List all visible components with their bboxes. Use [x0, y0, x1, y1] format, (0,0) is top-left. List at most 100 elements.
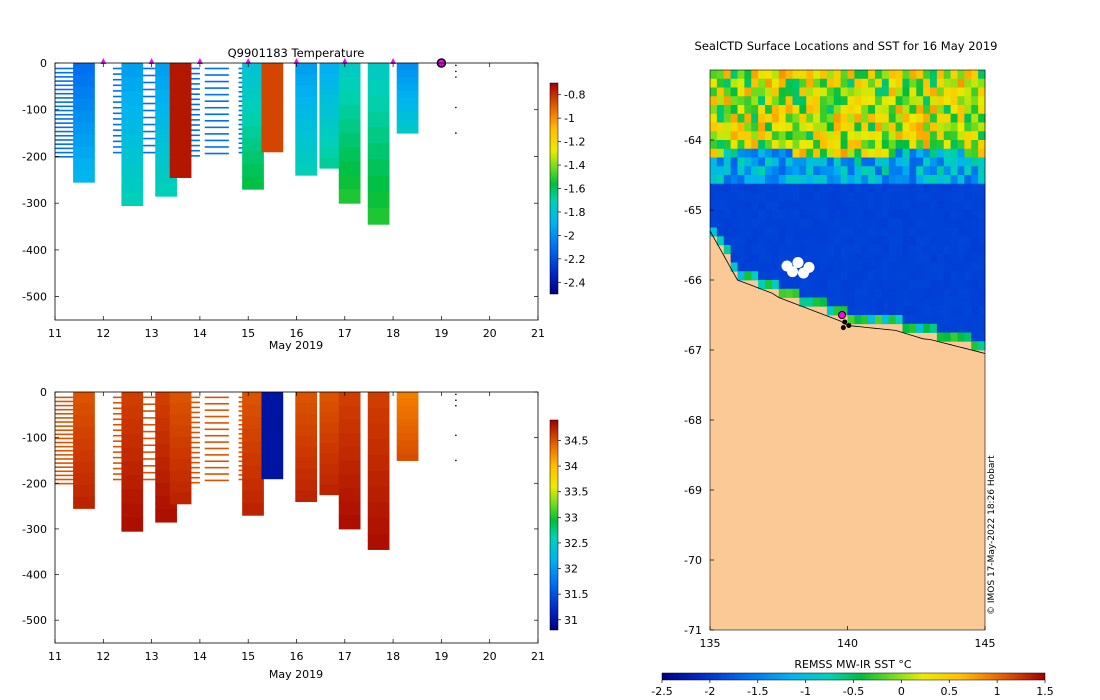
sst-cell — [916, 201, 924, 211]
sst-cell — [820, 210, 828, 220]
sst-cell — [716, 236, 725, 246]
streak-cell — [55, 88, 84, 91]
sst-cell — [840, 297, 848, 307]
sst-cell — [723, 78, 732, 88]
streak-cell — [141, 478, 157, 481]
sst-cell — [916, 175, 924, 185]
cloud-mask — [787, 266, 798, 278]
sst-cell — [785, 175, 793, 185]
sst-cell — [957, 262, 965, 272]
streak-cell — [55, 126, 84, 129]
sst-cell — [730, 245, 738, 255]
sst-cell — [936, 288, 945, 298]
streak-cell — [55, 462, 84, 464]
streak-cell — [55, 421, 84, 423]
streak-cell — [185, 431, 200, 434]
sst-cell — [971, 236, 979, 246]
sst-cell — [868, 113, 876, 123]
sst-cell — [930, 262, 938, 272]
sst-cell — [716, 87, 725, 97]
sst-cell — [723, 245, 732, 255]
sst-cell — [751, 166, 759, 176]
sst-cell — [936, 131, 945, 141]
sst-cell — [847, 227, 855, 237]
streak-cell — [185, 401, 200, 404]
sst-cell — [716, 157, 725, 167]
sst-cell — [723, 218, 732, 228]
sst-cell — [833, 262, 842, 272]
sst-cell — [785, 122, 793, 132]
sst-cell — [730, 183, 738, 193]
sst-cell — [861, 218, 869, 228]
sst-cell — [943, 78, 952, 88]
sst-cell — [840, 288, 848, 298]
sst-cell — [826, 192, 835, 202]
sst-cell — [840, 122, 848, 132]
profile-cell — [169, 143, 192, 156]
sst-cell — [833, 96, 842, 106]
sst-cell — [771, 262, 780, 272]
sst-cell — [751, 148, 759, 158]
sst-cell — [751, 105, 759, 115]
sst-cell — [875, 297, 883, 307]
sst-cell — [723, 87, 732, 97]
sst-cell — [971, 192, 979, 202]
sst-cell — [861, 113, 869, 123]
sst-cell — [806, 175, 814, 185]
sst-cell — [881, 87, 890, 97]
sst-cell — [716, 70, 725, 80]
sst-cell — [737, 210, 745, 220]
sst-cell — [758, 131, 766, 141]
sst-cell — [785, 288, 793, 298]
sst-cell — [785, 148, 793, 158]
salinity-axes: 11 12 13 14 15 16 17 18 19 20 210-100-200-300-400-… — [22, 386, 545, 663]
sst-cell — [875, 262, 883, 272]
sst-cell — [737, 140, 745, 150]
sst-cell — [799, 87, 807, 97]
sst-cell — [895, 78, 903, 88]
sst-cell — [923, 183, 931, 193]
sst-cell — [744, 236, 752, 246]
sst-cell — [930, 122, 938, 132]
profile-cell — [121, 91, 144, 107]
profile-cell — [121, 77, 144, 93]
sst-cell — [716, 218, 725, 228]
streak-cell — [185, 441, 200, 444]
sst-cell — [765, 262, 773, 272]
profile-cell — [367, 470, 390, 487]
sst-cell — [881, 192, 890, 202]
sst-cell — [971, 70, 979, 80]
profile-cell — [338, 189, 361, 204]
sst-cell — [936, 70, 945, 80]
sst-cell — [785, 140, 793, 150]
sst-cell — [840, 140, 848, 150]
sst-cell — [923, 288, 931, 298]
sst-cell — [799, 166, 807, 176]
sst-cell — [895, 297, 903, 307]
sst-cell — [902, 315, 910, 325]
surface-marker — [245, 58, 252, 64]
profile-cell — [261, 107, 284, 117]
profile-cell — [121, 148, 144, 164]
sst-cell — [861, 297, 869, 307]
colorbar-tick-label: 0 — [898, 685, 905, 698]
sst-cell — [950, 288, 958, 298]
profile-cell — [169, 63, 192, 75]
profile-cell — [121, 162, 144, 178]
sst-cell — [930, 280, 938, 290]
profile-cell — [121, 489, 144, 504]
trace-dot — [455, 70, 457, 73]
sst-cell — [875, 70, 883, 80]
sst-cell — [875, 131, 883, 141]
sst-cell — [902, 113, 910, 123]
sst-cell — [799, 280, 807, 290]
sst-cell — [792, 218, 800, 228]
profile-cell — [319, 94, 342, 106]
sst-cell — [778, 236, 787, 246]
sst-cell — [785, 218, 793, 228]
sst-cell — [778, 280, 787, 290]
colorbar-tick-label: 1 — [994, 685, 1001, 698]
sst-cell — [833, 70, 842, 80]
sst-cell — [875, 157, 883, 167]
sst-cell — [902, 262, 910, 272]
